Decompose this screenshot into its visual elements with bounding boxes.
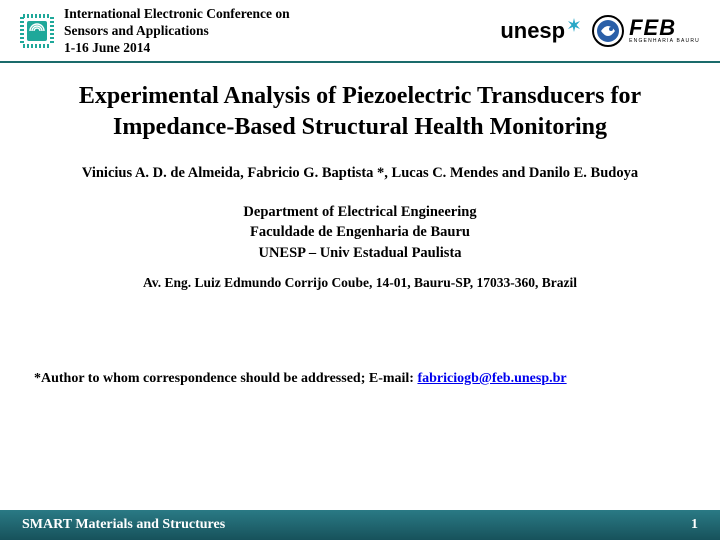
- header-left: International Electronic Conference on S…: [20, 6, 490, 57]
- conference-line2: Sensors and Applications: [64, 23, 290, 40]
- conference-title: International Electronic Conference on S…: [64, 6, 290, 57]
- affil-line3: UNESP – Univ Estadual Paulista: [30, 243, 690, 263]
- logo-group: unesp FEB ENGENHARIA BAU: [500, 14, 700, 48]
- footer-left: SMART Materials and Structures: [22, 517, 225, 533]
- correspondence: *Author to whom correspondence should be…: [30, 371, 690, 387]
- conference-date: 1-16 June 2014: [64, 40, 290, 57]
- footer: SMART Materials and Structures 1: [0, 510, 720, 540]
- affil-line2: Faculdade de Engenharia de Bauru: [30, 222, 690, 242]
- feb-logo: FEB ENGENHARIA BAURU: [591, 14, 700, 48]
- correspondence-label: *Author to whom correspondence should be…: [34, 371, 417, 386]
- slide-title: Experimental Analysis of Piezoelectric T…: [30, 81, 690, 143]
- conference-line1: International Electronic Conference on: [64, 6, 290, 23]
- header: International Electronic Conference on S…: [0, 0, 720, 59]
- unesp-text: unesp: [500, 18, 565, 44]
- feb-circle-icon: [591, 14, 625, 48]
- address: Av. Eng. Luiz Edmundo Corrijo Coube, 14-…: [30, 275, 690, 291]
- feb-subtitle: ENGENHARIA BAURU: [629, 38, 700, 44]
- unesp-logo: unesp: [500, 18, 581, 44]
- title-line1: Experimental Analysis of Piezoelectric T…: [30, 81, 690, 112]
- feb-text: FEB: [629, 18, 700, 38]
- affiliation: Department of Electrical Engineering Fac…: [30, 202, 690, 263]
- star-icon: [567, 18, 581, 32]
- page-number: 1: [691, 517, 698, 533]
- main-content: Experimental Analysis of Piezoelectric T…: [0, 63, 720, 387]
- correspondence-email[interactable]: fabriciogb@feb.unesp.br: [417, 371, 566, 386]
- authors: Vinicius A. D. de Almeida, Fabricio G. B…: [30, 165, 690, 182]
- affil-line1: Department of Electrical Engineering: [30, 202, 690, 222]
- title-line2: Impedance-Based Structural Health Monito…: [30, 112, 690, 143]
- sensor-icon: [20, 14, 54, 48]
